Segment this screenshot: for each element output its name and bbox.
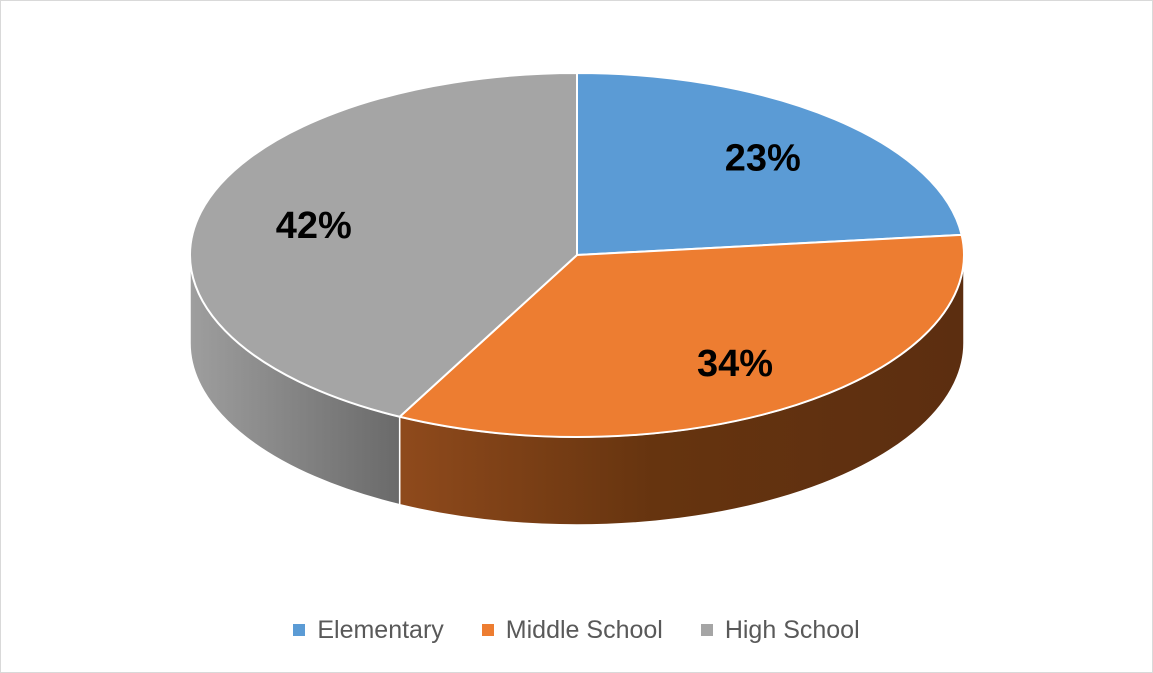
legend: Elementary Middle School High School — [0, 610, 1153, 650]
slice-elementary — [576, 72, 963, 256]
legend-item-high-school: High School — [700, 615, 860, 645]
legend-swatch-high-school — [700, 624, 713, 636]
data-label-middle-school: 34% — [697, 343, 773, 385]
legend-item-elementary: Elementary — [293, 615, 444, 645]
data-label-elementary: 23% — [725, 137, 801, 179]
legend-swatch-middle-school — [481, 624, 494, 636]
legend-label-middle-school: Middle School — [505, 615, 663, 644]
legend-label-elementary: Elementary — [317, 615, 444, 644]
legend-label-high-school: High School — [724, 615, 860, 644]
slice-high-school — [189, 72, 578, 418]
legend-swatch-elementary — [293, 624, 306, 636]
pie-top-slices — [189, 72, 965, 438]
data-label-high-school: 42% — [276, 205, 352, 247]
slice-middle-school — [398, 233, 965, 438]
pie-data-labels: 23% 34% 42% — [276, 137, 801, 385]
legend-item-middle-school: Middle School — [481, 615, 663, 645]
